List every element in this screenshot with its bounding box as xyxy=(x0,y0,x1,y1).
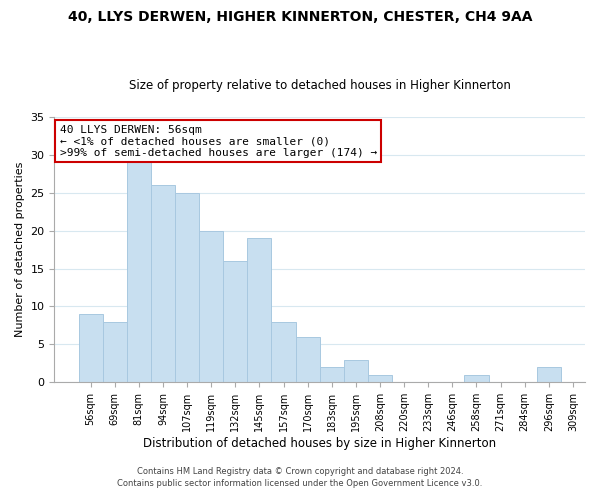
Title: Size of property relative to detached houses in Higher Kinnerton: Size of property relative to detached ho… xyxy=(129,79,511,92)
Bar xyxy=(199,230,223,382)
Bar xyxy=(537,367,561,382)
Bar xyxy=(79,314,103,382)
Bar xyxy=(320,367,344,382)
Bar xyxy=(344,360,368,382)
Bar xyxy=(368,375,392,382)
Text: Contains HM Land Registry data © Crown copyright and database right 2024.
Contai: Contains HM Land Registry data © Crown c… xyxy=(118,466,482,487)
Bar xyxy=(103,322,127,382)
Bar xyxy=(151,185,175,382)
Y-axis label: Number of detached properties: Number of detached properties xyxy=(15,162,25,337)
Bar xyxy=(247,238,271,382)
Text: 40, LLYS DERWEN, HIGHER KINNERTON, CHESTER, CH4 9AA: 40, LLYS DERWEN, HIGHER KINNERTON, CHEST… xyxy=(68,10,532,24)
Bar xyxy=(223,261,247,382)
Bar xyxy=(175,192,199,382)
Bar xyxy=(127,162,151,382)
Bar xyxy=(296,337,320,382)
Bar xyxy=(271,322,296,382)
Bar xyxy=(464,375,488,382)
Text: 40 LLYS DERWEN: 56sqm
← <1% of detached houses are smaller (0)
>99% of semi-deta: 40 LLYS DERWEN: 56sqm ← <1% of detached … xyxy=(60,124,377,158)
X-axis label: Distribution of detached houses by size in Higher Kinnerton: Distribution of detached houses by size … xyxy=(143,437,496,450)
